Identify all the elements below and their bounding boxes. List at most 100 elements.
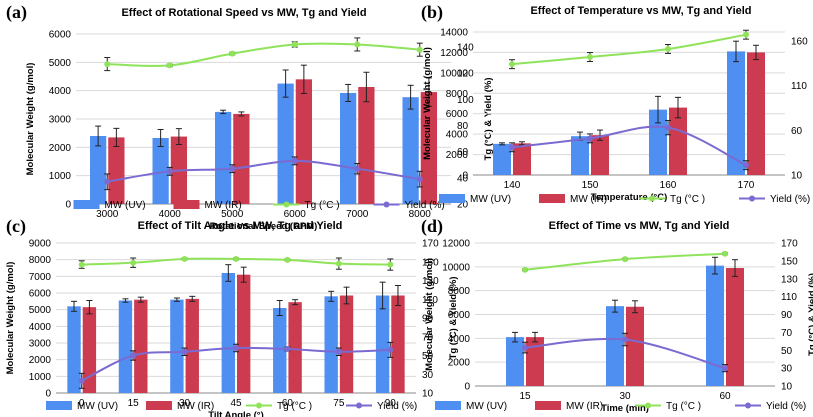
legend-label: Yield (%)	[377, 401, 417, 412]
x-tick-label: 8000	[409, 209, 432, 220]
y2-axis-label: Tg (°C) & Yield (%)	[483, 78, 494, 161]
y-tick-label: 6000	[29, 289, 52, 300]
point-tg	[229, 50, 236, 57]
chart-title: Effect of Rotational Speed vs MW, Tg and…	[121, 7, 366, 19]
point-yield	[743, 162, 749, 169]
legend-swatch	[73, 200, 100, 209]
legend-label: Yield (%)	[766, 401, 806, 412]
y-tick-label: 8000	[448, 286, 471, 297]
bar-mwuv	[506, 337, 524, 386]
legend-label: Tg (°C )	[305, 200, 340, 211]
x-tick-label: 5000	[221, 209, 244, 220]
x-tick-label: 160	[660, 180, 677, 191]
y-axis-label: Molecular Weight (g/mol)	[424, 258, 435, 371]
x-tick-label: 170	[738, 180, 755, 191]
point-tg	[722, 250, 728, 257]
legend-marker	[283, 201, 290, 208]
y-axis-label: Molecular Weight (g/mol)	[25, 63, 36, 176]
bar-mwir	[134, 299, 148, 393]
bar-mwuv	[273, 308, 287, 393]
bar-mwuv	[67, 306, 81, 393]
y-tick-label: 4000	[446, 130, 469, 141]
y-tick-label: 1000	[29, 372, 52, 383]
bar-mwuv	[118, 300, 133, 393]
bar-mwir	[726, 268, 744, 386]
point-yield	[335, 348, 342, 355]
point-yield	[354, 165, 361, 172]
y-tick-label: 6000	[49, 30, 72, 41]
y-tick-label: 4000	[448, 334, 471, 345]
x-tick-label: 90	[385, 398, 397, 409]
legend-label: MW (IR)	[566, 401, 603, 412]
y2-tick-label: 140	[457, 43, 474, 54]
bar-mwir	[420, 92, 437, 204]
bar-mwuv	[493, 143, 511, 175]
bar-mwuv	[340, 92, 357, 204]
point-yield	[166, 168, 173, 175]
y2-tick-label: 50	[781, 346, 793, 357]
bar-mwir	[391, 295, 405, 393]
panel-label: (c)	[6, 216, 26, 237]
y-tick-label: 2000	[448, 358, 471, 369]
point-tg	[416, 46, 423, 53]
x-tick-label: 140	[504, 180, 521, 191]
bar-mwir	[108, 137, 125, 204]
legend-marker	[645, 402, 651, 409]
point-tg	[387, 261, 394, 268]
y2-tick-label: 10	[781, 382, 793, 393]
x-tick-label: 150	[582, 180, 599, 191]
y2-tick-label: 120	[457, 69, 474, 80]
legend-swatch	[46, 401, 72, 410]
y2-tick-label: 60	[457, 147, 469, 158]
legend-label: Tg (°C )	[277, 401, 312, 412]
point-yield	[587, 135, 593, 142]
panel-label: (d)	[421, 216, 443, 237]
x-tick-label: 3000	[96, 209, 119, 220]
legend-swatch	[439, 194, 465, 203]
x-tick-label: 15	[128, 398, 140, 409]
point-yield	[522, 344, 528, 351]
point-tg	[509, 61, 515, 68]
legend-label: Yield (%)	[770, 194, 810, 205]
bar-mwir	[295, 79, 312, 204]
bar-mwuv	[706, 265, 724, 386]
bar-mwir	[237, 274, 251, 393]
legend-label: Yield (%)	[405, 200, 445, 211]
point-yield	[291, 157, 298, 164]
point-tg	[233, 255, 239, 262]
line-tg	[511, 33, 747, 66]
legend-label: MW (UV)	[77, 401, 118, 412]
point-tg	[522, 266, 528, 273]
bar-mwuv	[152, 137, 169, 204]
y2-tick-label: 30	[781, 364, 793, 375]
x-tick-label: 45	[230, 398, 242, 409]
point-tg	[166, 62, 173, 69]
legend-label: MW (IR)	[570, 194, 607, 205]
y2-tick-label: 100	[457, 95, 474, 106]
y2-tick-label: 70	[422, 332, 434, 343]
y2-tick-label: 110	[791, 81, 807, 92]
y-tick-label: 0	[45, 389, 51, 400]
bar-mwir	[526, 337, 544, 386]
y2-tick-label: 50	[422, 351, 434, 362]
legend-swatch	[173, 200, 200, 209]
point-yield	[104, 178, 111, 185]
point-yield	[78, 377, 85, 384]
point-tg	[104, 61, 111, 68]
bar-mwir	[288, 302, 302, 393]
y2-tick-label: 40	[457, 173, 469, 184]
y2-tick-label: 170	[781, 239, 798, 250]
x-tick-label: 7000	[346, 209, 369, 220]
legend-label: MW (UV)	[466, 401, 507, 412]
bar-mwuv	[170, 299, 184, 393]
y2-axis-label: Tg (°C) & Yield (%)	[807, 273, 813, 356]
legend-swatch	[539, 194, 565, 203]
y2-tick-label: 60	[791, 126, 803, 137]
legend: MW (UV) MW (IR) Tg (°C ) Yield (%)	[73, 200, 445, 211]
point-yield	[665, 124, 671, 131]
y2-tick-label: 110	[422, 295, 438, 306]
y-tick-label: 0	[462, 171, 468, 182]
bar-mwuv	[215, 111, 232, 204]
legend-swatch	[535, 401, 561, 410]
